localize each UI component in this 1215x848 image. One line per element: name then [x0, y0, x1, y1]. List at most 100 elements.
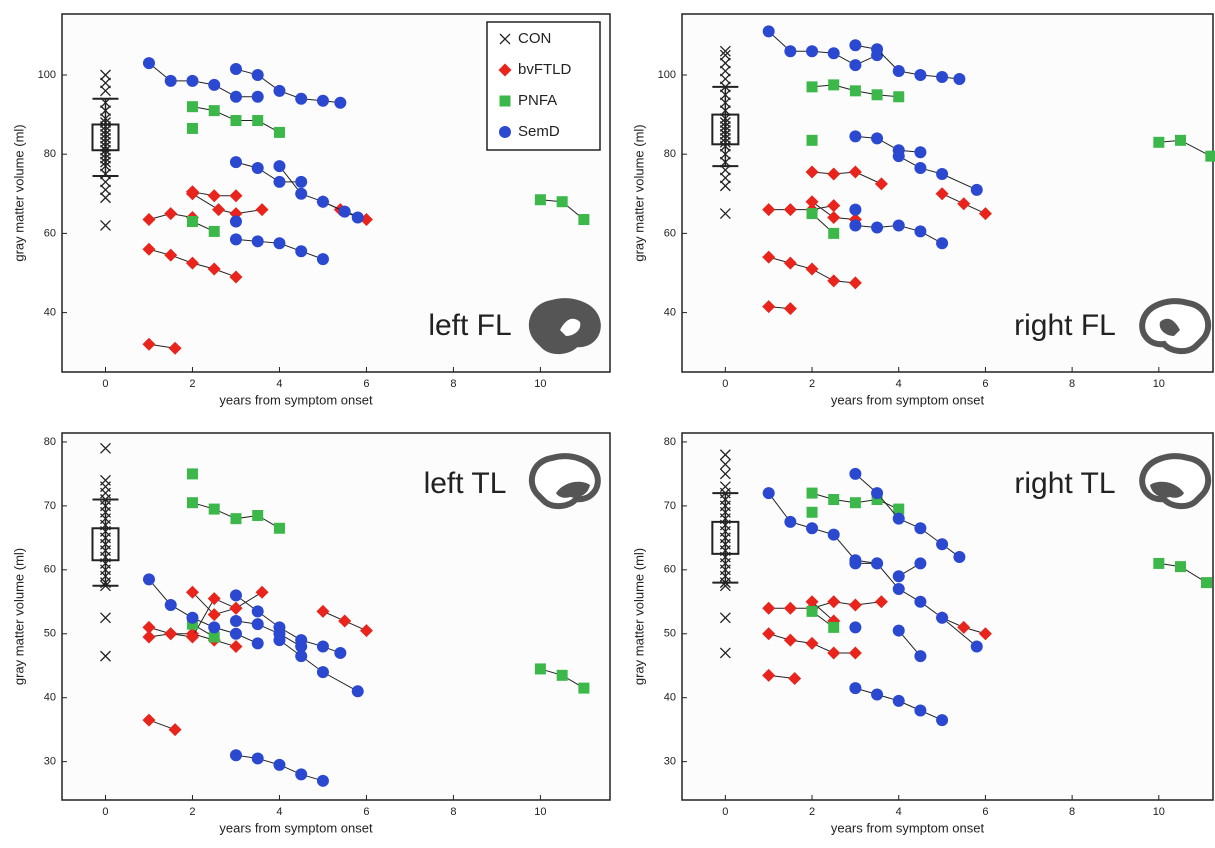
data-point — [827, 167, 841, 181]
data-point — [806, 81, 818, 93]
control-point — [100, 160, 111, 172]
control-point — [100, 77, 111, 89]
control-point — [719, 65, 731, 77]
control-point — [100, 184, 111, 196]
data-point — [578, 682, 590, 694]
data-point — [208, 225, 220, 237]
data-point — [783, 256, 797, 270]
data-point — [892, 694, 905, 707]
panel: 0 2 4 6 8 10 40 60 80 100 years from symptom onset… — [631, 13, 1215, 407]
brain-lobe — [556, 481, 590, 498]
data-point — [251, 162, 264, 175]
data-point — [892, 219, 905, 232]
data-point — [871, 132, 884, 145]
brain-lobe — [1150, 481, 1184, 498]
legend-marker — [499, 126, 511, 138]
data-point — [207, 608, 221, 622]
data-point — [229, 63, 242, 76]
brain-outline — [1139, 453, 1212, 509]
data-point — [164, 207, 178, 221]
y-axis-label: gray matter volume (ml) — [631, 124, 646, 261]
legend: CON bvFTLD PNFA SemD — [486, 21, 601, 151]
y-tick-label: 80 — [44, 148, 56, 160]
legend-label: bvFTLD — [518, 61, 572, 78]
data-point — [208, 503, 220, 515]
data-point — [1200, 577, 1212, 589]
data-point — [164, 248, 178, 262]
data-point — [827, 274, 841, 288]
data-point — [762, 25, 775, 38]
data-point — [578, 214, 590, 226]
data-point — [874, 595, 888, 609]
data-point — [957, 197, 971, 211]
x-tick-label: 10 — [1153, 378, 1165, 390]
brain-lobe — [1159, 318, 1180, 336]
control-point — [100, 192, 111, 204]
data-point — [295, 650, 308, 663]
data-point — [1153, 136, 1165, 148]
control-point — [719, 89, 731, 101]
control-point — [719, 132, 731, 144]
x-tick-label: 6 — [363, 378, 369, 390]
trajectory — [235, 161, 302, 183]
x-tick-label: 6 — [982, 806, 988, 818]
legend-marker — [498, 63, 512, 77]
data-point — [359, 624, 373, 638]
data-point — [806, 45, 819, 58]
data-point — [295, 187, 308, 200]
data-point — [229, 589, 242, 602]
data-point — [849, 682, 862, 695]
data-point — [142, 242, 156, 256]
brain-icon — [1139, 453, 1212, 509]
data-point — [914, 162, 927, 175]
data-point — [255, 203, 269, 217]
legend-marker — [499, 33, 511, 45]
trajectory — [855, 135, 921, 153]
data-point — [849, 130, 862, 143]
data-point — [871, 557, 884, 570]
data-point — [827, 211, 841, 225]
control-point — [719, 140, 731, 152]
data-point — [186, 216, 198, 228]
data-point — [936, 70, 949, 83]
data-point — [783, 302, 797, 316]
control-point — [719, 468, 731, 480]
panel-title: right FL — [1014, 309, 1116, 342]
brain-lobe — [560, 318, 581, 336]
data-point — [229, 156, 242, 169]
data-point — [827, 199, 841, 213]
data-point — [273, 522, 285, 534]
x-tick-label: 4 — [276, 806, 282, 818]
data-point — [849, 59, 862, 72]
data-point — [936, 714, 949, 727]
data-point — [251, 637, 264, 650]
control-point — [719, 612, 731, 624]
control-point — [719, 164, 731, 176]
data-point — [273, 175, 286, 188]
data-point — [186, 618, 198, 630]
legend-label: PNFA — [518, 92, 557, 109]
control-point — [719, 81, 731, 93]
data-point — [316, 195, 329, 208]
data-point — [1174, 561, 1186, 573]
data-point — [556, 196, 568, 208]
y-tick-label: 50 — [664, 628, 676, 640]
control-point — [719, 45, 731, 57]
data-point — [273, 634, 286, 647]
data-point — [316, 253, 329, 266]
data-point — [936, 538, 949, 551]
brain-icon — [528, 298, 601, 354]
data-point — [229, 627, 242, 640]
y-tick-label: 100 — [658, 69, 676, 81]
data-point — [762, 203, 776, 217]
x-tick-label: 8 — [1069, 806, 1075, 818]
data-point — [252, 509, 264, 521]
data-point — [186, 74, 199, 87]
data-point — [914, 650, 927, 663]
data-point — [848, 646, 862, 660]
data-point — [914, 704, 927, 717]
data-point — [936, 167, 949, 180]
panel: 0 2 4 6 8 10 40 60 80 100 years from symptom onset… — [11, 13, 611, 407]
data-point — [805, 262, 819, 276]
data-point — [849, 85, 861, 97]
